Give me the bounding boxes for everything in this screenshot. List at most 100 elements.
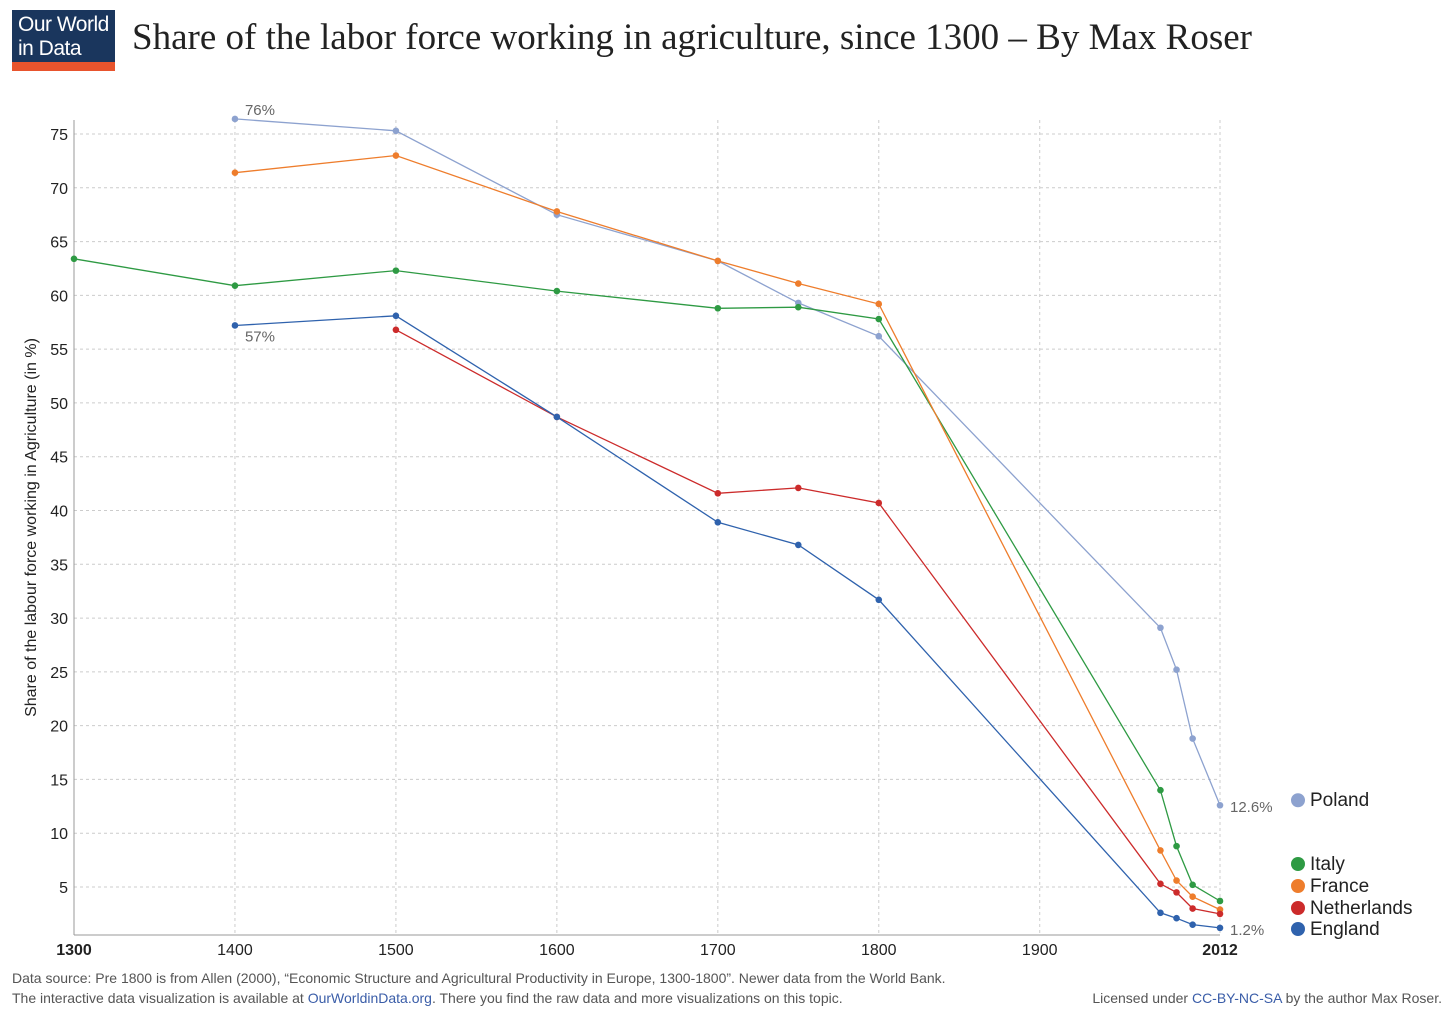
series-line-italy	[73, 258, 1221, 902]
data-point-italy	[1173, 842, 1180, 850]
data-point-poland	[392, 127, 400, 135]
legend-label-france: France	[1310, 876, 1369, 897]
data-point-france	[392, 152, 400, 159]
data-point-netherlands	[1216, 910, 1224, 918]
y-tick-label: 15	[50, 772, 68, 789]
x-tick-label: 1900	[1022, 942, 1058, 959]
y-tick-label: 70	[50, 181, 68, 198]
data-point-england	[392, 312, 400, 320]
legend-swatch-england	[1291, 922, 1305, 936]
logo-line-2: in Data	[18, 37, 82, 60]
legend-swatch-netherlands	[1291, 901, 1305, 915]
data-point-france	[794, 280, 802, 287]
data-point-england	[1173, 914, 1180, 922]
data-point-england	[1216, 924, 1224, 932]
value-annotation: 76%	[245, 102, 275, 119]
value-annotation: 1.2%	[1230, 922, 1264, 939]
y-tick-label: 60	[50, 288, 68, 305]
y-tick-label: 30	[50, 611, 68, 628]
data-point-england	[794, 541, 802, 549]
x-tick-label: 1300	[56, 942, 92, 959]
data-point-poland	[1189, 735, 1196, 742]
data-point-italy	[1157, 786, 1164, 794]
x-tick-label: 1500	[378, 942, 414, 959]
owid-link[interactable]: OurWorldinData.org	[307, 990, 432, 1006]
x-tick-label: 1700	[700, 942, 736, 959]
interactive-note: The interactive data visualization is av…	[12, 990, 843, 1006]
series-line-poland	[234, 118, 1221, 806]
data-point-france	[231, 169, 239, 177]
logo-line-1: Our World	[18, 13, 109, 36]
data-point-france	[553, 208, 561, 215]
legend-swatch-france	[1291, 879, 1305, 893]
data-point-italy	[231, 282, 239, 289]
legend-swatch-poland	[1291, 793, 1305, 808]
interactive-prefix: The interactive data visualization is av…	[12, 990, 308, 1006]
annotation-layer: 76% 57% 12.6% 1.2%	[245, 102, 1273, 939]
x-tick-label: 1400	[217, 942, 253, 959]
chart-title: Share of the labor force working in agri…	[132, 17, 1252, 58]
legend-label-italy: Italy	[1310, 854, 1345, 875]
data-point-netherlands	[714, 489, 722, 497]
data-point-england	[231, 322, 239, 329]
data-point-italy	[1216, 897, 1224, 905]
y-tick-label: 65	[50, 235, 68, 252]
legend-label-poland: Poland	[1310, 790, 1369, 811]
y-tick-label: 10	[50, 826, 68, 843]
value-annotation: 12.6%	[1230, 799, 1273, 816]
license-note: Licensed under CC-BY-NC-SA by the author…	[1092, 990, 1442, 1006]
data-point-poland	[1173, 666, 1180, 674]
y-tick-label: 75	[50, 127, 68, 144]
data-point-italy	[392, 267, 400, 274]
data-point-england	[553, 413, 561, 421]
y-tick-label: 50	[50, 396, 68, 413]
data-point-france	[1189, 893, 1196, 900]
data-point-france	[714, 257, 722, 265]
data-point-poland	[231, 115, 239, 123]
data-point-netherlands	[1189, 905, 1196, 912]
y-tick-label: 25	[50, 665, 68, 682]
license-suffix: by the author Max Roser.	[1281, 990, 1442, 1006]
data-point-italy	[875, 315, 883, 323]
data-point-italy	[1189, 881, 1196, 889]
data-point-poland	[1216, 801, 1224, 809]
license-link[interactable]: CC-BY-NC-SA	[1191, 990, 1282, 1006]
data-point-poland	[1157, 624, 1164, 632]
data-point-england	[1157, 909, 1164, 917]
data-point-france	[875, 300, 883, 308]
interactive-suffix: . There you find the raw data and more v…	[431, 990, 843, 1006]
data-point-england	[714, 519, 722, 526]
series-line-netherlands	[395, 329, 1221, 915]
data-point-italy	[714, 304, 722, 312]
data-point-netherlands	[875, 499, 883, 507]
value-annotation: 57%	[245, 328, 275, 345]
data-source-note: Data source: Pre 1800 is from Allen (200…	[12, 970, 946, 986]
logo-accent-bar	[12, 62, 115, 71]
data-point-italy	[553, 287, 561, 295]
y-tick-label: 45	[50, 450, 68, 467]
data-point-france	[1173, 877, 1180, 884]
y-tick-label: 20	[50, 719, 68, 736]
owid-logo: Our World in Data	[12, 10, 115, 71]
data-point-poland	[875, 332, 883, 340]
legend-label-england: England	[1310, 919, 1380, 940]
series-line-england	[234, 315, 1221, 929]
series-line-france	[234, 154, 1221, 911]
series-layer	[70, 115, 1224, 932]
data-point-netherlands	[794, 484, 802, 492]
data-point-italy	[794, 303, 802, 311]
legend-swatch-italy	[1291, 857, 1305, 871]
y-tick-label: 35	[50, 557, 68, 574]
data-point-netherlands	[1173, 889, 1180, 896]
y-tick-label: 55	[50, 342, 68, 359]
y-tick-label: 5	[59, 880, 68, 897]
axis-layer: 5 10 15 20 25 30 35 40 45 50 55 60 65 70 75 1300 1400 150…	[23, 120, 1238, 959]
x-tick-label: 1800	[861, 942, 897, 959]
data-point-netherlands	[1157, 880, 1164, 888]
y-tick-label: 40	[50, 504, 68, 521]
y-axis-label: Share of the labour force working in Agr…	[23, 338, 40, 717]
data-point-england	[1189, 921, 1196, 928]
data-point-england	[875, 596, 883, 604]
